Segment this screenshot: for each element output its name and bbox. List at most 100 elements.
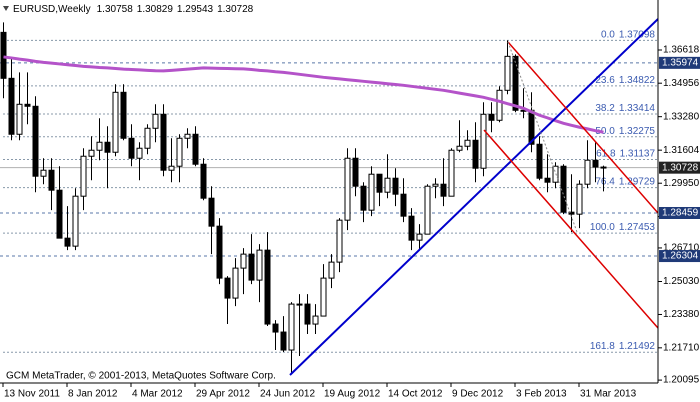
symbol: EURUSD,Weekly bbox=[13, 4, 91, 15]
candle-body bbox=[384, 177, 391, 193]
fib-label: 38.2 1.33414 bbox=[595, 103, 655, 114]
candle-body bbox=[200, 163, 207, 199]
fib-price: 1.33414 bbox=[619, 103, 656, 114]
candle-body bbox=[120, 91, 127, 139]
header-close: 1.30728 bbox=[217, 4, 254, 15]
y-tick-label: 1.26710 bbox=[663, 243, 700, 254]
candle-body bbox=[336, 219, 343, 263]
fib-price: 1.29729 bbox=[619, 176, 656, 187]
y-tick-label: 1.29950 bbox=[663, 178, 700, 189]
footer: GCM MetaTrader, © 2001-2013, MetaQuotes … bbox=[6, 371, 276, 382]
channel-line bbox=[483, 129, 658, 329]
chart-header: EURUSD,Weekly 1.30758 1.30829 1.29543 1.3072… bbox=[13, 4, 254, 15]
level-label-box bbox=[659, 56, 700, 69]
candle-body bbox=[88, 149, 95, 157]
candle-body bbox=[320, 277, 327, 317]
levels: 0.0 1.37098 23.6 1.34822 38.2 1.33414 50.0 1.32… bbox=[0, 29, 658, 353]
channel-line bbox=[507, 41, 658, 214]
candle-body bbox=[224, 277, 231, 299]
candle-body bbox=[64, 237, 71, 247]
candle-body bbox=[24, 103, 31, 107]
candle-body bbox=[208, 197, 215, 227]
candle-body bbox=[0, 31, 7, 79]
candle-body bbox=[8, 77, 15, 135]
fib-ratio: 38.2 bbox=[595, 103, 615, 114]
candle-body bbox=[280, 331, 287, 351]
y-tick-label: 1.31604 bbox=[663, 145, 700, 156]
candle-body bbox=[32, 105, 39, 177]
fib-diagonal bbox=[507, 41, 578, 233]
candle-body bbox=[328, 261, 335, 279]
candle-body bbox=[144, 127, 151, 149]
candle-body bbox=[464, 139, 471, 147]
fib-label: 50.0 1.32275 bbox=[595, 125, 655, 136]
candle-body bbox=[248, 253, 255, 281]
candle-body bbox=[128, 137, 135, 159]
candle-body bbox=[408, 215, 415, 241]
candle-body bbox=[440, 183, 447, 197]
candle-body bbox=[592, 159, 599, 168]
candle-body bbox=[536, 143, 543, 179]
fib-price: 1.21492 bbox=[619, 341, 656, 352]
candle-body bbox=[288, 303, 295, 351]
candle-body bbox=[256, 249, 263, 281]
candle-body bbox=[352, 157, 359, 187]
fib-price: 1.31137 bbox=[620, 148, 656, 159]
candle-body bbox=[72, 195, 79, 247]
candle-body bbox=[416, 233, 423, 241]
fib-label: 161.8 1.21492 bbox=[590, 341, 656, 352]
candle-body bbox=[584, 159, 591, 185]
fib-label: 76.4 1.29729 bbox=[595, 176, 655, 187]
header-low: 1.29543 bbox=[177, 4, 214, 15]
header-open: 1.30758 bbox=[97, 4, 134, 15]
fib-ratio: 23.6 bbox=[595, 75, 615, 86]
candle-body bbox=[184, 133, 191, 139]
candle-body bbox=[80, 155, 87, 197]
fib-price: 1.32275 bbox=[619, 125, 656, 136]
candle-body bbox=[488, 113, 495, 121]
candle-body bbox=[232, 267, 239, 299]
x-tick-label: 13 Nov 2011 bbox=[4, 389, 60, 400]
candle-body bbox=[496, 89, 503, 121]
trend-line bbox=[289, 18, 658, 376]
candle-body bbox=[456, 145, 463, 151]
y-tick-label: 1.36618 bbox=[663, 45, 700, 56]
candle-body bbox=[368, 173, 375, 211]
candle-body bbox=[392, 177, 399, 195]
fib-label: 0.0 1.37098 bbox=[601, 29, 655, 40]
level-label: 1.26304 bbox=[662, 251, 699, 262]
x-tick-label: 31 Mar 2013 bbox=[580, 389, 637, 400]
candle-body bbox=[240, 253, 247, 269]
fib-ratio: 100.0 bbox=[590, 222, 615, 233]
y-tick-label: 1.33280 bbox=[663, 111, 700, 122]
x-tick-label: 8 Jan 2012 bbox=[68, 389, 118, 400]
level-label: 1.28459 bbox=[662, 208, 699, 219]
candle-body bbox=[112, 91, 119, 153]
candle-body bbox=[96, 141, 103, 151]
price-label: 1.30728 bbox=[662, 162, 699, 173]
candle-body bbox=[176, 137, 183, 167]
candle-body bbox=[360, 185, 367, 211]
level-label: 1.35974 bbox=[662, 57, 699, 68]
x-tick-label: 14 Oct 2012 bbox=[388, 389, 443, 400]
moving-average bbox=[3, 55, 604, 134]
candle-body bbox=[544, 177, 551, 183]
candle-body bbox=[376, 173, 383, 193]
candle-body bbox=[136, 147, 143, 159]
candle-body bbox=[304, 303, 311, 325]
candle-body bbox=[312, 315, 319, 325]
y-tick-label: 1.23380 bbox=[663, 309, 700, 320]
fib-label: 100.0 1.27453 bbox=[590, 222, 656, 233]
header-high: 1.30829 bbox=[137, 4, 174, 15]
symbol-icon bbox=[3, 6, 9, 11]
fib-price: 1.34822 bbox=[619, 75, 656, 86]
x-tick-label: 29 Apr 2012 bbox=[196, 389, 250, 400]
fib-ratio: 161.8 bbox=[590, 341, 615, 352]
level-label-box bbox=[659, 250, 700, 263]
candle-body bbox=[448, 149, 455, 197]
candle-body bbox=[432, 183, 439, 187]
candles bbox=[0, 22, 607, 375]
price-label-box bbox=[659, 161, 700, 174]
